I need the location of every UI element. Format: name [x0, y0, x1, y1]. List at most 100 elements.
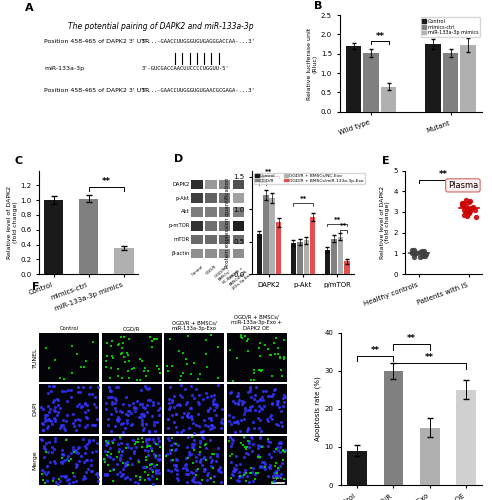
- Point: [213, 452, 221, 460]
- Point: [280, 474, 288, 482]
- Point: [45, 364, 53, 372]
- Point: [209, 398, 217, 406]
- Point: [466, 207, 474, 215]
- Text: 5'...-GAACCUUGGGUGUGAACGCGAGA-...3': 5'...-GAACCUUGGGUGUGAACGCGAGA-...3': [141, 88, 255, 93]
- Point: [183, 478, 191, 486]
- Point: [269, 414, 277, 422]
- Point: [196, 440, 204, 448]
- Point: [75, 443, 83, 451]
- Point: [175, 347, 183, 355]
- Point: [134, 436, 142, 444]
- Point: [138, 357, 146, 365]
- Point: [458, 200, 466, 208]
- Point: [43, 410, 51, 418]
- Point: [173, 462, 181, 469]
- Point: [150, 336, 158, 344]
- Point: [255, 402, 263, 410]
- Point: [117, 333, 125, 341]
- Point: [43, 416, 51, 424]
- Point: [418, 248, 426, 256]
- Point: [265, 463, 273, 471]
- Point: [184, 443, 191, 451]
- Point: [107, 450, 115, 458]
- Point: [141, 382, 149, 390]
- Point: [124, 335, 132, 343]
- Point: [105, 383, 113, 391]
- Point: [248, 468, 256, 475]
- Point: [200, 454, 208, 462]
- Point: [133, 397, 141, 405]
- Text: **: **: [407, 334, 416, 343]
- Point: [185, 424, 193, 432]
- Point: [150, 421, 158, 429]
- Point: [88, 456, 95, 464]
- Point: [104, 440, 112, 448]
- Point: [213, 450, 220, 458]
- Point: [141, 364, 149, 372]
- Point: [210, 400, 218, 408]
- Point: [111, 399, 119, 407]
- Point: [173, 470, 181, 478]
- Point: [154, 365, 162, 373]
- Point: [197, 454, 205, 462]
- Point: [263, 415, 271, 423]
- Point: [127, 409, 135, 417]
- Point: [143, 442, 151, 450]
- Point: [196, 448, 204, 456]
- Point: [175, 400, 183, 408]
- Point: [47, 388, 55, 396]
- Point: [180, 409, 188, 417]
- Point: [156, 404, 164, 412]
- Point: [146, 460, 154, 468]
- Title: OGD/R + BMSCs/
miR-133a-3p-Exo: OGD/R + BMSCs/ miR-133a-3p-Exo: [172, 320, 216, 331]
- Point: [217, 478, 225, 486]
- Point: [279, 446, 287, 454]
- Point: [462, 202, 470, 210]
- Point: [185, 448, 193, 456]
- Point: [115, 445, 123, 453]
- Point: [166, 448, 174, 456]
- Point: [59, 451, 67, 459]
- Point: [187, 404, 195, 412]
- Point: [142, 420, 150, 428]
- Point: [104, 440, 112, 448]
- Point: [40, 452, 48, 460]
- Point: [256, 452, 264, 460]
- Bar: [383, 371, 403, 485]
- Point: [195, 422, 203, 430]
- Point: [177, 382, 185, 390]
- Point: [269, 472, 277, 480]
- Point: [44, 402, 52, 410]
- Point: [272, 472, 280, 480]
- Point: [189, 470, 197, 478]
- Bar: [304, 240, 309, 274]
- Point: [235, 477, 243, 485]
- Point: [128, 460, 136, 468]
- Point: [255, 406, 263, 414]
- Point: [203, 472, 211, 480]
- Point: [201, 464, 209, 472]
- Point: [62, 417, 69, 425]
- Point: [227, 442, 235, 450]
- Bar: [191, 194, 203, 203]
- Point: [235, 472, 243, 480]
- Point: [274, 464, 282, 472]
- Point: [264, 438, 272, 446]
- Point: [240, 452, 247, 460]
- Point: [200, 465, 208, 473]
- Point: [128, 366, 136, 374]
- Point: [184, 466, 191, 474]
- Point: [258, 443, 266, 451]
- Bar: [205, 194, 217, 203]
- Point: [226, 452, 234, 460]
- Point: [271, 350, 279, 358]
- Point: [130, 364, 138, 372]
- Point: [278, 372, 286, 380]
- Point: [139, 426, 147, 434]
- Point: [258, 393, 266, 401]
- Point: [192, 420, 200, 428]
- Point: [104, 416, 112, 424]
- Point: [63, 476, 71, 484]
- Bar: [233, 180, 244, 189]
- Point: [189, 418, 197, 426]
